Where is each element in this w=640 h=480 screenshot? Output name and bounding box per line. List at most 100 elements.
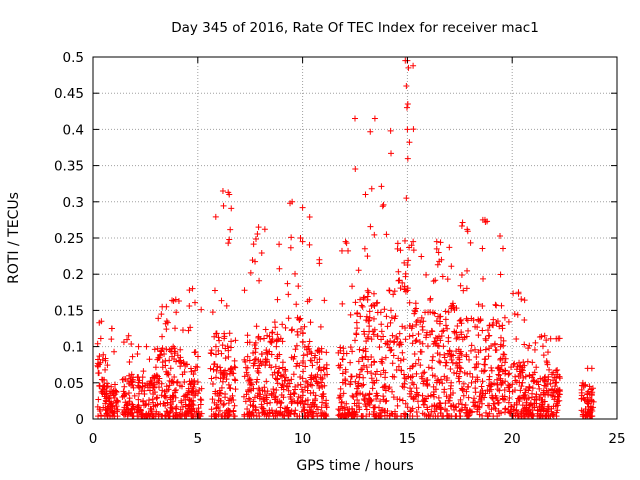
- data-point: [285, 387, 292, 394]
- data-point: [457, 348, 464, 355]
- data-point: [526, 383, 533, 390]
- data-point: [463, 388, 470, 395]
- data-point: [441, 386, 448, 393]
- data-point: [135, 396, 142, 403]
- data-point: [431, 310, 438, 317]
- data-point: [230, 396, 237, 403]
- data-point: [465, 413, 472, 420]
- data-point: [501, 387, 508, 394]
- data-points: [94, 57, 597, 420]
- data-point: [347, 311, 354, 318]
- data-point: [192, 299, 199, 306]
- data-point: [484, 413, 491, 420]
- data-point: [175, 297, 182, 304]
- data-point: [457, 368, 464, 375]
- data-point: [302, 363, 309, 370]
- data-point: [522, 373, 529, 380]
- data-point: [217, 369, 224, 376]
- data-point: [505, 371, 512, 378]
- data-point: [125, 332, 132, 339]
- data-point: [432, 413, 439, 420]
- data-point: [164, 399, 171, 406]
- data-point: [476, 398, 483, 405]
- data-point: [442, 362, 449, 369]
- data-point: [540, 405, 547, 412]
- data-point: [300, 368, 307, 375]
- data-point: [397, 247, 404, 254]
- data-point: [124, 378, 131, 385]
- data-point: [409, 373, 416, 380]
- data-point: [553, 335, 560, 342]
- data-point: [209, 309, 216, 316]
- data-point: [545, 376, 552, 383]
- data-point: [399, 279, 406, 286]
- data-point: [476, 317, 483, 324]
- data-point: [231, 357, 238, 364]
- data-point: [424, 377, 431, 384]
- data-point: [227, 385, 234, 392]
- data-point: [215, 347, 222, 354]
- data-point: [491, 400, 498, 407]
- data-point: [156, 384, 163, 391]
- data-point: [358, 302, 365, 309]
- data-point: [178, 399, 185, 406]
- data-point: [516, 394, 523, 401]
- data-point: [208, 375, 215, 382]
- data-point: [256, 362, 263, 369]
- data-point: [213, 330, 220, 337]
- data-point: [370, 379, 376, 386]
- data-point: [444, 325, 451, 332]
- data-point: [126, 398, 133, 405]
- data-point: [290, 355, 297, 362]
- data-point: [95, 396, 102, 403]
- data-point: [479, 378, 486, 385]
- data-point: [221, 400, 228, 407]
- data-point: [176, 358, 183, 365]
- data-point: [170, 393, 177, 400]
- data-point: [366, 391, 373, 398]
- data-point: [300, 352, 307, 359]
- data-point: [463, 353, 470, 360]
- data-point: [342, 238, 349, 245]
- data-point: [268, 338, 275, 345]
- data-point: [228, 205, 235, 212]
- data-point: [187, 365, 194, 372]
- data-point: [396, 277, 403, 284]
- data-point: [261, 335, 268, 342]
- data-point: [506, 395, 513, 402]
- data-point: [159, 364, 166, 371]
- data-point: [354, 310, 361, 317]
- data-point: [451, 328, 458, 335]
- data-point: [181, 378, 188, 385]
- data-point: [404, 101, 411, 108]
- data-point: [231, 363, 238, 370]
- data-point: [307, 319, 314, 326]
- data-point: [513, 366, 520, 373]
- data-point: [379, 203, 386, 210]
- data-point: [467, 239, 474, 246]
- data-point: [305, 343, 312, 350]
- data-point: [222, 355, 229, 362]
- data-point: [190, 371, 197, 378]
- data-point: [293, 342, 300, 349]
- data-point: [366, 401, 373, 408]
- data-point: [457, 282, 464, 289]
- x-tick-labels: 0 5 10 15 20 25: [89, 431, 626, 447]
- data-point: [397, 339, 404, 346]
- data-point: [370, 358, 377, 365]
- data-point: [386, 287, 393, 294]
- data-point: [337, 392, 344, 399]
- data-point: [136, 390, 143, 397]
- data-point: [197, 401, 204, 408]
- data-point: [371, 408, 378, 415]
- data-point: [361, 396, 368, 403]
- data-point: [530, 377, 537, 384]
- data-point: [547, 335, 554, 342]
- data-point: [295, 283, 302, 290]
- data-point: [458, 271, 465, 278]
- data-point: [259, 405, 266, 412]
- data-point: [292, 407, 299, 414]
- data-point: [407, 385, 414, 392]
- data-point: [413, 337, 420, 344]
- data-point: [488, 367, 495, 374]
